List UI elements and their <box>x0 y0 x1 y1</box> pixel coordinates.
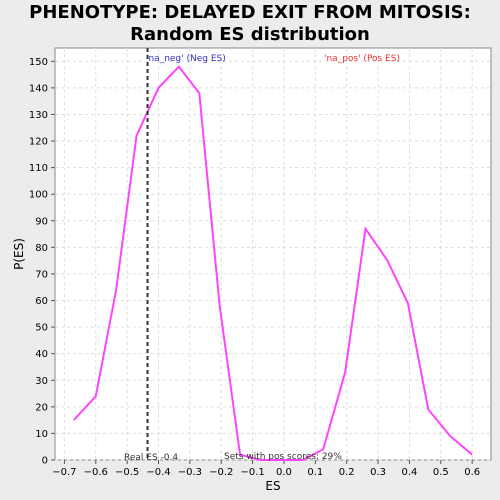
pos-es-label: 'na_pos' (Pos ES) <box>324 54 400 64</box>
y-tick-label: 80 <box>35 243 48 254</box>
x-tick-label: −0.2 <box>209 467 233 478</box>
y-tick-label: 120 <box>29 137 48 148</box>
neg-es-label: 'na_neg' (Neg ES) <box>146 54 226 64</box>
x-tick-label: 0.5 <box>433 467 449 478</box>
y-tick-label: 10 <box>35 429 48 440</box>
x-tick-label: 0.6 <box>464 467 480 478</box>
sets-pos-scores-label: Sets with pos scores: 29% <box>224 452 342 462</box>
y-tick-label: 90 <box>35 216 48 227</box>
x-tick-label: −0.5 <box>115 467 139 478</box>
y-tick-label: 100 <box>29 190 48 201</box>
grid-lines <box>55 48 491 461</box>
y-tick-label: 110 <box>29 163 48 174</box>
x-tick-label: 0.4 <box>401 467 417 478</box>
x-tick-label: 0.3 <box>370 467 386 478</box>
chart-title: PHENOTYPE: DELAYED EXIT FROM MITOSIS: Ra… <box>29 2 471 45</box>
y-tick-label: 20 <box>35 402 48 413</box>
x-tick-label: −0.3 <box>178 467 202 478</box>
x-tick-label: 0.1 <box>307 467 323 478</box>
y-tick-label: 130 <box>29 110 48 121</box>
y-tick-label: 60 <box>35 296 48 307</box>
es-distribution-line <box>73 65 473 461</box>
y-axis-ticks: 0 10 20 30 40 50 60 70 80 90 100 110 120 130 140 150 <box>29 57 55 467</box>
y-tick-label: 70 <box>35 269 48 280</box>
y-tick-label: 0 <box>42 456 48 467</box>
x-axis-ticks: −0.7 −0.6 −0.5 −0.4 −0.3 −0.2 −0.1 0.0 0.1 0.2 0.3… <box>52 460 480 478</box>
x-tick-label: −0.6 <box>84 467 108 478</box>
x-tick-label: 0.2 <box>339 467 355 478</box>
x-axis-label: ES <box>265 479 280 493</box>
plot-area <box>54 47 492 461</box>
y-tick-label: 140 <box>29 83 48 94</box>
x-tick-label: 0.0 <box>276 467 292 478</box>
x-tick-label: −0.4 <box>146 467 170 478</box>
y-axis-label: P(ES) <box>12 238 26 270</box>
y-tick-label: 150 <box>29 57 48 68</box>
y-tick-label: 50 <box>35 323 48 334</box>
real-es-label: Real ES -0.4 <box>124 453 178 463</box>
y-tick-label: 40 <box>35 349 48 360</box>
x-tick-label: −0.1 <box>240 467 264 478</box>
y-tick-label: 30 <box>35 376 48 387</box>
x-tick-label: −0.7 <box>52 467 76 478</box>
